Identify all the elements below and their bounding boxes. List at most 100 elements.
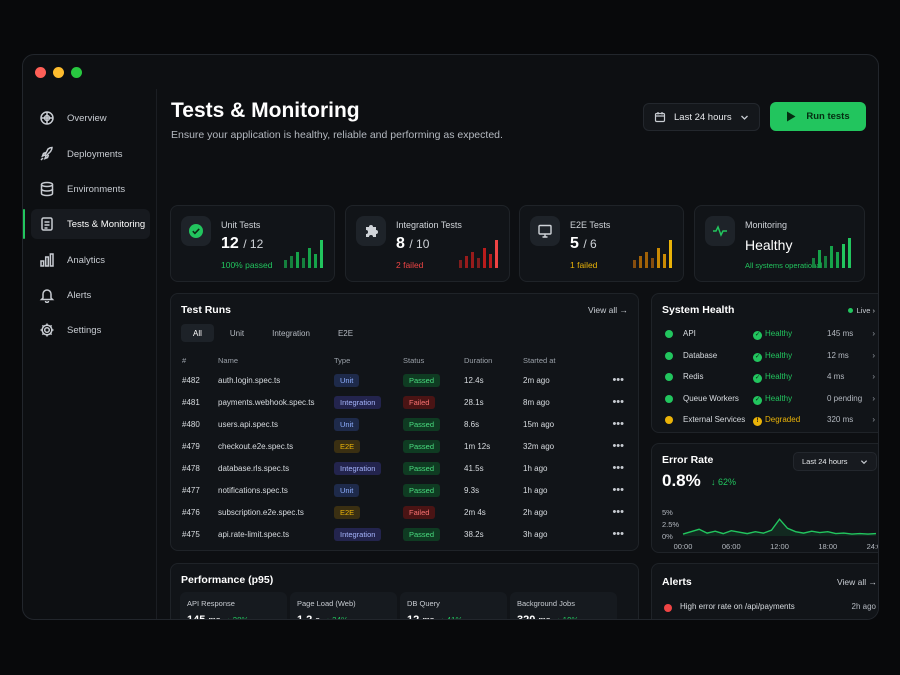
stat-note: All systems operational bbox=[745, 261, 823, 270]
table-row[interactable]: #482 auth.login.spec.ts Unit Passed 12.4s 2m … bbox=[171, 370, 638, 392]
service-name: Redis bbox=[683, 372, 704, 381]
performance-metric-card[interactable]: Background Jobs 320 ms↓ 19% bbox=[510, 592, 617, 619]
alerts-view-all-link[interactable]: View all → bbox=[836, 577, 877, 587]
chevron-right-icon: › bbox=[872, 350, 875, 360]
table-row[interactable]: #479 checkout.e2e.spec.ts E2E Passed 1m 12s 3… bbox=[171, 436, 638, 458]
table-row[interactable]: #477 notifications.spec.ts Unit Passed 9.3s 1… bbox=[171, 480, 638, 502]
run-started: 8m ago bbox=[523, 398, 550, 407]
run-id: #480 bbox=[182, 420, 200, 429]
tab-all[interactable]: All bbox=[181, 324, 214, 342]
performance-metric-card[interactable]: DB Query 12 ms↓ 41% bbox=[400, 592, 507, 619]
run-type-badge: Unit bbox=[334, 418, 360, 431]
service-metric: 320 ms bbox=[827, 415, 854, 424]
stat-icon bbox=[705, 216, 735, 246]
more-options-icon[interactable]: ••• bbox=[612, 528, 624, 540]
sidebar-item-alerts[interactable]: Alerts bbox=[31, 280, 150, 310]
run-type-badge: Integration bbox=[334, 462, 382, 475]
service-name: External Services bbox=[683, 415, 746, 424]
alert-item[interactable]: E2E test failed: checkout flow3h ago bbox=[652, 618, 878, 620]
y-tick-label: 5% bbox=[662, 508, 673, 517]
run-started: 15m ago bbox=[523, 420, 555, 429]
service-status: ✓ Healthy bbox=[753, 372, 793, 383]
service-status-dot bbox=[665, 373, 673, 381]
more-options-icon[interactable]: ••• bbox=[612, 462, 624, 474]
time-range-select[interactable]: Last 24 hours bbox=[643, 103, 760, 131]
metric-change: ↓ 28% bbox=[226, 616, 248, 619]
sidebar-item-settings[interactable]: Settings bbox=[31, 315, 150, 345]
run-status-badge: Passed bbox=[403, 418, 441, 431]
live-indicator: Live › bbox=[847, 306, 875, 315]
performance-metric-card[interactable]: API Response 145 ms↓ 28% bbox=[180, 592, 287, 619]
run-status-badge: Passed bbox=[403, 374, 441, 387]
test-runs-panel: Test Runs View all → All Unit Integratio… bbox=[170, 293, 639, 551]
run-status-badge: Failed bbox=[403, 396, 436, 409]
stat-sparkbars bbox=[284, 240, 323, 268]
tab-e2e[interactable]: E2E bbox=[337, 328, 354, 338]
run-id: #478 bbox=[182, 464, 200, 473]
minimize-window-button[interactable] bbox=[53, 67, 64, 78]
test-runs-view-all-link[interactable]: View all → bbox=[587, 305, 629, 315]
sidebar-item-analytics[interactable]: Analytics bbox=[31, 245, 150, 275]
health-row[interactable]: Database ✓ Healthy 12 ms › bbox=[652, 346, 878, 367]
run-id: #475 bbox=[182, 530, 200, 539]
more-options-icon[interactable]: ••• bbox=[612, 418, 624, 430]
maximize-window-button[interactable] bbox=[71, 67, 82, 78]
alert-item[interactable]: High error rate on /api/payments 2h ago bbox=[652, 598, 878, 618]
stat-label: Monitoring bbox=[745, 220, 788, 230]
service-status: ✓ Healthy bbox=[753, 329, 793, 340]
sidebar-item-label: Overview bbox=[67, 112, 107, 124]
table-row[interactable]: #476 subscription.e2e.spec.ts E2E Failed 2m … bbox=[171, 502, 638, 524]
sidebar-item-overview[interactable]: Overview bbox=[31, 103, 150, 133]
service-status-dot bbox=[665, 351, 673, 360]
more-options-icon[interactable]: ••• bbox=[612, 506, 624, 518]
stat-icon bbox=[530, 216, 560, 246]
table-row[interactable]: #481 payments.webhook.spec.ts Integration F… bbox=[171, 392, 638, 414]
sidebar: Overview Deployments Environments Tests … bbox=[23, 89, 157, 619]
puzzle-icon bbox=[366, 225, 378, 237]
sidebar-item-deployments[interactable]: Deployments bbox=[31, 139, 150, 169]
more-options-icon[interactable]: ••• bbox=[612, 396, 624, 408]
table-row[interactable]: #475 api.rate-limit.spec.ts Integration Pas… bbox=[171, 524, 638, 546]
run-duration: 1m 12s bbox=[464, 442, 491, 451]
status-check-icon: ✓ bbox=[753, 331, 762, 340]
run-name: api.rate-limit.spec.ts bbox=[218, 530, 290, 539]
health-row[interactable]: External Services ! Degraded 320 ms › bbox=[652, 410, 878, 431]
table-row[interactable]: #478 database.rls.spec.ts Integration Passe… bbox=[171, 458, 638, 480]
more-options-icon[interactable]: ••• bbox=[612, 484, 624, 496]
pulse-icon bbox=[713, 225, 727, 237]
tab-unit[interactable]: Unit bbox=[229, 328, 245, 338]
more-options-icon[interactable]: ••• bbox=[612, 374, 624, 386]
time-range-label: Last 24 hours bbox=[674, 111, 732, 123]
close-window-button[interactable] bbox=[35, 67, 46, 78]
error-range-select[interactable]: Last 24 hours bbox=[793, 452, 877, 471]
sidebar-item-label: Settings bbox=[67, 324, 102, 336]
sidebar-item-tests-monitoring[interactable]: Tests & Monitoring bbox=[23, 209, 150, 239]
sidebar-item-label: Alerts bbox=[67, 289, 92, 301]
health-row[interactable]: Queue Workers ✓ Healthy 0 pending › bbox=[652, 389, 878, 410]
stat-card-integration-tests[interactable]: Integration Tests 8 / 10 2 failed bbox=[345, 205, 510, 282]
x-tick-label: 12:00 bbox=[770, 542, 789, 551]
column-header-type: Type bbox=[334, 356, 351, 365]
arrow-right-icon: → bbox=[619, 305, 629, 315]
performance-metric-card[interactable]: Page Load (Web) 1.2 s↓ 34% bbox=[290, 592, 397, 619]
table-row[interactable]: #480 users.api.spec.ts Unit Passed 8.6s 15m a… bbox=[171, 414, 638, 436]
tab-integration[interactable]: Integration bbox=[272, 328, 310, 338]
stat-card-monitoring[interactable]: Monitoring Healthy All systems operation… bbox=[694, 205, 865, 282]
metric-value: 320 ms↓ 19% bbox=[517, 614, 579, 619]
run-tests-button[interactable]: Run tests bbox=[770, 102, 866, 131]
health-row[interactable]: API ✓ Healthy 145 ms › bbox=[652, 324, 878, 345]
run-name: payments.webhook.spec.ts bbox=[218, 398, 315, 407]
stat-card-unit-tests[interactable]: Unit Tests 12 / 12 100% passed bbox=[170, 205, 335, 282]
run-started: 32m ago bbox=[523, 442, 555, 451]
health-row[interactable]: Redis ✓ Healthy 4 ms › bbox=[652, 367, 878, 388]
status-check-icon: ✓ bbox=[753, 395, 762, 405]
error-rate-title: Error Rate bbox=[662, 454, 714, 466]
rocket-icon bbox=[40, 146, 53, 161]
stat-card-e2e-tests[interactable]: E2E Tests 5 / 6 1 failed bbox=[519, 205, 684, 282]
document-icon bbox=[41, 217, 53, 231]
run-type-badge: E2E bbox=[334, 506, 361, 519]
more-options-icon[interactable]: ••• bbox=[612, 440, 624, 452]
metric-change: ↓ 19% bbox=[556, 616, 578, 619]
sidebar-item-environments[interactable]: Environments bbox=[31, 174, 150, 204]
error-rate-value: 0.8% bbox=[662, 471, 701, 490]
